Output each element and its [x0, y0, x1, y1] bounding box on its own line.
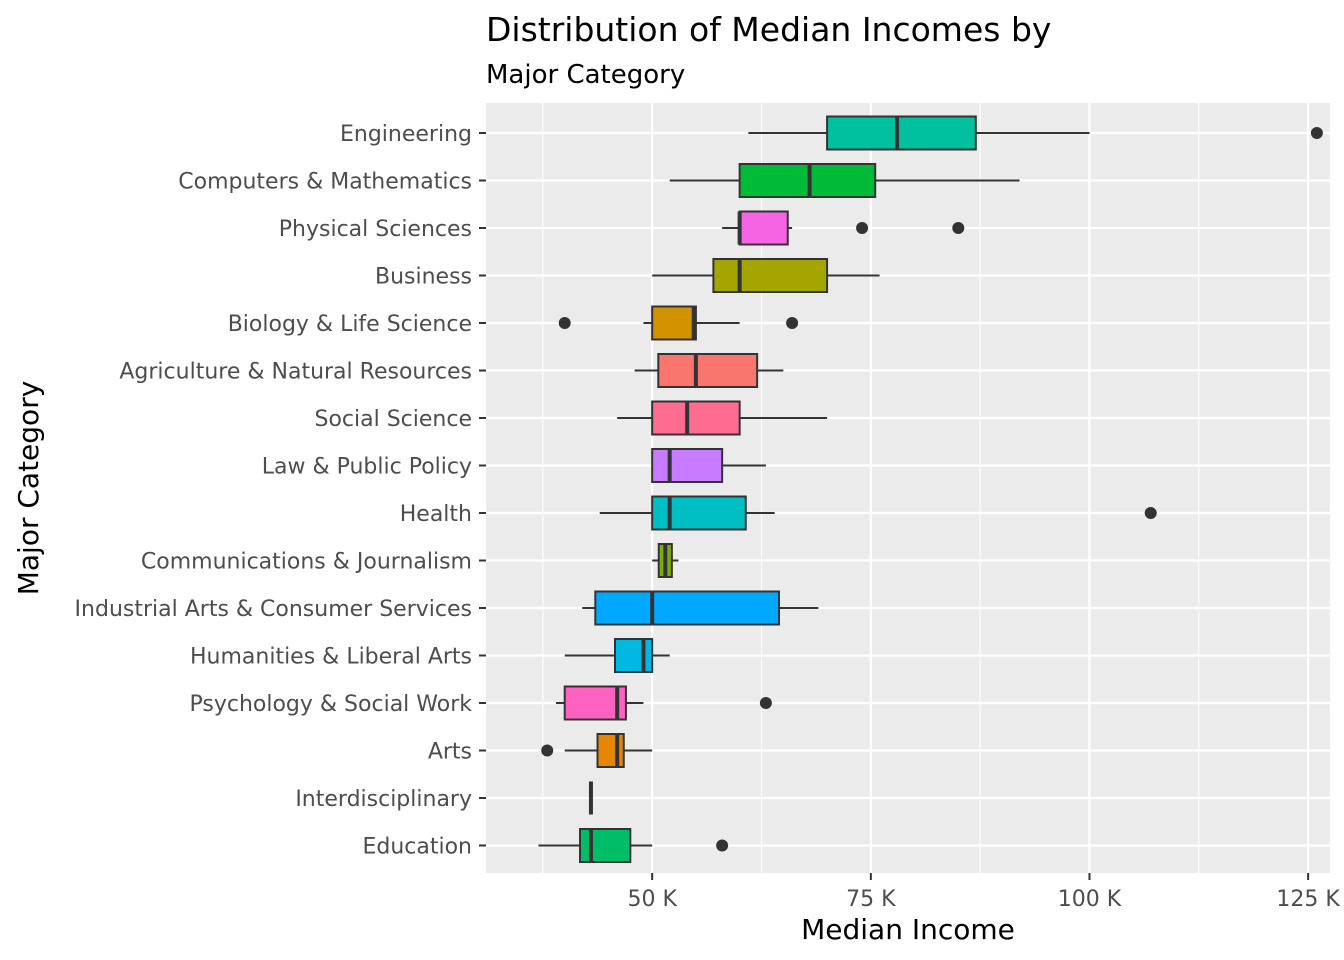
box-iqr — [651, 448, 724, 483]
box-iqr — [614, 638, 654, 673]
y-tick-label: Engineering — [340, 122, 472, 147]
y-tick-label: Communications & Journalism — [141, 550, 472, 575]
box-iqr — [712, 258, 829, 293]
box-law-public-policy — [651, 448, 766, 483]
y-axis: Engineering Computers & Mathematics Physic… — [75, 122, 486, 860]
box-arts — [541, 733, 653, 768]
box-iqr — [594, 590, 780, 626]
x-axis-title: Median Income — [801, 913, 1015, 946]
y-tick-label: Education — [362, 835, 472, 860]
box-communications-journalism — [652, 543, 679, 578]
y-tick-label: Computers & Mathematics — [178, 170, 472, 195]
y-tick-label: Health — [400, 502, 472, 527]
box-iqr — [657, 353, 759, 388]
box-iqr — [826, 115, 977, 151]
box-biology-life-science — [558, 305, 799, 341]
y-tick-label: Physical Sciences — [279, 217, 472, 242]
x-tick-label: 75 K — [846, 887, 896, 912]
y-axis-title: Major Category — [12, 381, 45, 596]
x-tick-label: 50 K — [627, 887, 677, 912]
box-iqr — [596, 733, 625, 768]
y-tick-label: Agriculture & Natural Resources — [119, 360, 472, 385]
box-computers-mathematics — [669, 163, 1020, 198]
x-axis: 50 K 75 K 100 K 125 K — [627, 873, 1340, 912]
x-tick-label: 100 K — [1058, 887, 1122, 912]
y-tick-label: Law & Public Policy — [262, 455, 472, 480]
chart-subtitle: Major Category — [486, 60, 685, 90]
y-tick-label: Social Science — [314, 407, 472, 432]
y-tick-label: Humanities & Liberal Arts — [190, 645, 472, 670]
outlier-point — [541, 744, 554, 757]
y-tick-label: Business — [375, 265, 472, 290]
y-tick-label: Psychology & Social Work — [190, 692, 473, 717]
outlier-point — [856, 222, 869, 234]
outlier-point — [558, 317, 571, 329]
box-series — [538, 115, 1323, 863]
x-tick-label: 125 K — [1276, 887, 1340, 912]
box-business — [652, 258, 880, 293]
box-iqr — [651, 495, 747, 531]
box-industrial-arts-consumer-services — [582, 590, 819, 626]
plot-panel — [486, 103, 1330, 873]
box-iqr — [651, 305, 697, 341]
box-agriculture-natural-resources — [634, 353, 784, 388]
chart-title: Distribution of Median Incomes by — [486, 10, 1051, 49]
box-iqr — [579, 828, 632, 863]
y-tick-label: Interdisciplinary — [295, 787, 472, 812]
y-tick-label: Arts — [428, 740, 472, 765]
outlier-point — [786, 317, 799, 329]
box-health — [599, 495, 1157, 531]
outlier-point — [716, 839, 729, 852]
outlier-point — [1310, 127, 1323, 139]
box-humanities-liberal-arts — [564, 638, 670, 673]
box-physical-sciences — [722, 210, 965, 246]
outlier-point — [1144, 507, 1157, 519]
y-tick-label: Biology & Life Science — [228, 312, 472, 337]
outlier-point — [952, 222, 965, 234]
box-education — [538, 828, 729, 863]
box-iqr — [738, 210, 789, 246]
y-tick-label: Industrial Arts & Consumer Services — [75, 597, 472, 622]
outlier-point — [759, 697, 772, 709]
box-iqr — [738, 163, 877, 198]
box-social-science — [617, 400, 828, 436]
box-psychology-social-work — [555, 685, 772, 721]
box-engineering — [748, 115, 1323, 151]
box-iqr — [651, 400, 741, 436]
